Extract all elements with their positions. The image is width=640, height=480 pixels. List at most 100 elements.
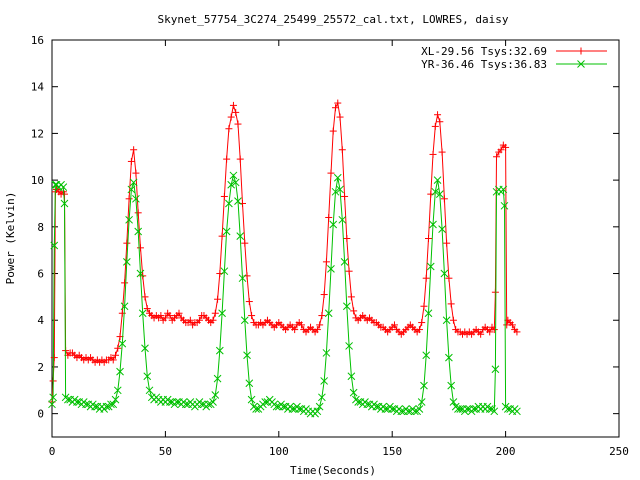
data-point-yr (333, 173, 342, 182)
data-point-xl (327, 169, 335, 177)
series-line-xl (51, 101, 518, 403)
data-point-xl (109, 356, 117, 364)
data-point-yr (397, 407, 406, 416)
data-point-yr (111, 395, 120, 404)
data-point-yr (324, 309, 333, 318)
data-point-yr (490, 407, 499, 416)
y-axis-label: Power (Kelvin) (4, 192, 17, 285)
data-point-yr (122, 257, 131, 266)
data-point-xl (431, 122, 439, 130)
x-tick-label: 250 (609, 445, 629, 458)
data-point-xl (434, 111, 442, 119)
x-tick-label: 150 (382, 445, 402, 458)
data-point-yr (322, 349, 331, 357)
data-point-yr (349, 388, 358, 397)
y-tick-label: 6 (37, 268, 44, 281)
data-point-xl (325, 213, 333, 221)
legend-marker-xl (577, 47, 585, 55)
data-point-xl (245, 298, 253, 306)
data-point-yr (315, 402, 324, 411)
data-point-yr (435, 190, 444, 198)
data-point-yr (411, 407, 419, 416)
series-line-yr (51, 173, 518, 415)
data-point-xl (121, 279, 129, 287)
data-point-yr (456, 405, 465, 413)
data-point-yr (329, 220, 338, 229)
data-point-yr (222, 227, 231, 236)
data-point-yr (463, 405, 471, 413)
data-point-xl (161, 314, 169, 322)
data-point-yr (288, 405, 297, 413)
data-point-yr (132, 194, 140, 203)
data-point-xl (313, 326, 321, 334)
data-point-xl (318, 312, 326, 320)
data-point-xl (322, 258, 330, 266)
data-point-yr (218, 309, 226, 318)
data-point-yr (129, 178, 138, 187)
data-point-xl (114, 344, 122, 352)
y-tick-label: 8 (37, 221, 44, 234)
data-point-yr (91, 402, 99, 411)
data-point-yr (313, 407, 322, 416)
data-point-yr (469, 405, 478, 413)
data-point-xl (291, 326, 299, 334)
series-yr (48, 171, 521, 418)
data-point-yr (417, 398, 426, 406)
data-point-yr (295, 405, 304, 413)
legend: XL-29.56 Tsys:32.69 YR-36.46 Tsys:36.83 (421, 45, 607, 71)
data-point-yr (261, 398, 270, 406)
data-point-xl (195, 316, 203, 324)
data-point-yr (388, 405, 397, 413)
data-point-yr (82, 400, 90, 409)
data-point-yr (345, 342, 353, 350)
data-point-yr (449, 398, 458, 406)
data-point-yr (381, 405, 390, 413)
data-point-yr (415, 405, 424, 413)
data-point-xl (415, 326, 423, 334)
data-point-yr (336, 185, 344, 194)
data-point-xl (225, 125, 233, 133)
data-point-yr (404, 407, 412, 416)
data-point-yr (422, 351, 431, 360)
data-point-yr (211, 391, 220, 399)
data-point-yr (120, 302, 129, 311)
data-point-xl (345, 267, 353, 275)
data-point-xl (343, 235, 351, 242)
data-point-yr (141, 344, 149, 353)
data-point-yr (354, 398, 363, 406)
data-point-xl (422, 274, 430, 282)
data-point-yr (243, 351, 251, 360)
data-point-yr (125, 215, 133, 224)
x-tick-label: 200 (496, 445, 516, 458)
data-point-yr (59, 183, 68, 191)
data-point-xl (338, 146, 346, 154)
data-point-xl (234, 120, 242, 128)
data-point-yr (245, 379, 254, 388)
data-point-yr (73, 398, 81, 406)
data-point-xl (429, 150, 437, 158)
data-point-xl (229, 101, 237, 109)
data-point-xl (130, 146, 138, 154)
data-point-yr (347, 372, 356, 381)
data-point-xl (112, 351, 120, 359)
x-axis: 0 50 100 150 200 250 (49, 40, 629, 458)
data-point-yr (252, 405, 260, 413)
y-tick-label: 12 (31, 127, 44, 140)
data-point-yr (231, 178, 240, 187)
data-point-yr (116, 367, 124, 376)
data-point-xl (508, 321, 516, 329)
data-point-xl (350, 307, 358, 315)
data-point-yr (181, 400, 190, 409)
data-point-yr (363, 400, 372, 409)
data-point-yr (279, 402, 288, 411)
data-point-xl (248, 312, 256, 320)
data-point-yr (50, 241, 59, 250)
data-point-yr (113, 386, 122, 395)
data-point-xl (220, 192, 228, 200)
data-point-xl (513, 328, 521, 336)
plot-frame (51, 39, 620, 438)
data-point-yr (238, 274, 247, 283)
legend-label-yr: YR-36.46 Tsys:36.83 (421, 58, 547, 71)
y-tick-label: 0 (37, 408, 44, 421)
